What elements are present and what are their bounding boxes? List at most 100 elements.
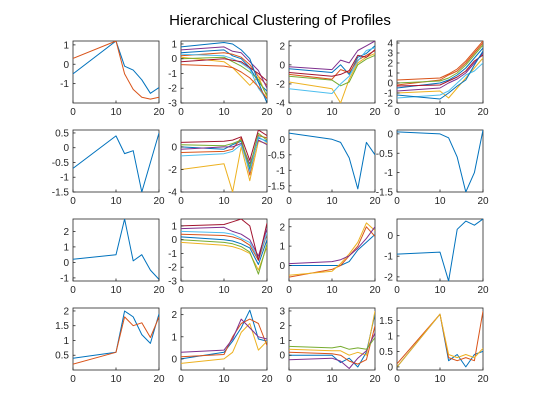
plot-area xyxy=(288,129,376,193)
series-line-1 xyxy=(289,234,375,266)
series-group xyxy=(289,132,375,190)
series-line-4 xyxy=(181,139,267,165)
y-tick-label: -3 xyxy=(168,277,177,288)
y-tick-label: 1 xyxy=(171,221,177,232)
y-tick-label: 1 xyxy=(171,39,177,50)
x-tick-label: 0 xyxy=(70,107,76,118)
y-tick-label: 0 xyxy=(171,142,177,153)
series-line-1 xyxy=(181,236,267,265)
plot-area xyxy=(72,218,160,282)
series-group xyxy=(397,41,483,100)
x-tick-label: 20 xyxy=(477,107,489,118)
y-tick-label: -1 xyxy=(384,89,393,100)
x-tick-label: 10 xyxy=(110,196,122,207)
series-line-2 xyxy=(181,318,267,358)
series-line-5 xyxy=(289,337,375,350)
x-tick-label: 20 xyxy=(477,374,489,385)
y-tick-label: 3 xyxy=(387,49,393,60)
y-tick-label: 3 xyxy=(279,306,285,317)
x-tick-label: 10 xyxy=(218,107,230,118)
x-tick-label: 0 xyxy=(178,107,184,118)
series-group xyxy=(181,309,267,364)
series-group xyxy=(289,41,375,103)
subplot-13: 0 10 20 2 1.5 1 0.5 xyxy=(55,306,165,385)
series-line-2 xyxy=(289,325,375,365)
y-tick-label: 4 xyxy=(387,39,393,50)
y-tick-label: 1 xyxy=(279,336,285,347)
x-tick-label: 0 xyxy=(178,196,184,207)
x-tick-label: 10 xyxy=(218,374,230,385)
series-line-1 xyxy=(289,45,375,75)
y-tick-label: -1 xyxy=(60,173,69,184)
x-tick-label: 20 xyxy=(153,285,165,296)
series-group xyxy=(397,219,483,281)
y-tick-label: -1 xyxy=(168,249,177,260)
y-tick-label: -1.5 xyxy=(376,188,394,199)
y-tick-label: 0 xyxy=(171,354,177,365)
y-tick-label: 0 xyxy=(279,60,285,71)
y-tick-label: 0 xyxy=(279,261,285,272)
subplot-5: 0 10 20 0.5 0 -0.5 -1 -1.5 xyxy=(52,128,165,207)
series-line-7 xyxy=(289,49,375,77)
x-tick-label: 0 xyxy=(178,285,184,296)
series-group xyxy=(73,41,159,100)
series-group xyxy=(73,132,159,192)
y-tick-label: -1 xyxy=(276,166,285,177)
y-tick-label: -1 xyxy=(60,79,69,90)
y-tick-label: 1 xyxy=(63,242,69,253)
series-group xyxy=(181,130,267,192)
x-tick-label: 0 xyxy=(394,196,400,207)
x-tick-label: 20 xyxy=(369,107,381,118)
series-line-3 xyxy=(289,310,375,356)
x-tick-label: 20 xyxy=(153,374,165,385)
x-tick-label: 10 xyxy=(434,107,446,118)
subplot-8: 0 10 20 0 -0.5 -1 -1.5 xyxy=(376,129,489,207)
x-tick-label: 10 xyxy=(218,285,230,296)
x-tick-label: 10 xyxy=(434,285,446,296)
series-line-1 xyxy=(397,219,483,281)
series-line-1 xyxy=(397,130,483,192)
y-tick-label: -0.5 xyxy=(268,150,286,161)
y-tick-label: -0.5 xyxy=(52,158,70,169)
y-tick-label: 2 xyxy=(279,41,285,52)
x-tick-label: 0 xyxy=(286,285,292,296)
y-tick-label: 1.5 xyxy=(379,316,393,327)
y-tick-label: 2 xyxy=(279,222,285,233)
y-tick-label: 2 xyxy=(63,306,69,317)
y-tick-label: 1.5 xyxy=(55,321,69,332)
x-tick-label: 20 xyxy=(261,107,273,118)
series-line-7 xyxy=(397,54,483,87)
x-tick-label: 0 xyxy=(70,285,76,296)
y-tick-label: -2 xyxy=(276,79,285,90)
y-tick-label: 0 xyxy=(387,362,393,373)
series-line-5 xyxy=(289,54,375,87)
series-group xyxy=(289,310,375,369)
y-tick-label: -2 xyxy=(384,272,393,283)
y-tick-label: 0.5 xyxy=(379,347,393,358)
plot-area xyxy=(288,307,376,371)
x-tick-label: 10 xyxy=(434,374,446,385)
x-tick-label: 0 xyxy=(394,285,400,296)
series-line-1 xyxy=(73,219,159,280)
series-line-4 xyxy=(289,226,375,265)
subplot-16: 0 10 20 1.5 1 0.5 0 xyxy=(379,307,489,385)
y-tick-label: 0 xyxy=(279,351,285,362)
series-group xyxy=(181,219,267,275)
x-tick-label: 10 xyxy=(110,285,122,296)
y-tick-label: 1 xyxy=(387,331,393,342)
series-group xyxy=(181,42,267,103)
series-line-4 xyxy=(181,226,267,257)
x-tick-label: 10 xyxy=(326,374,338,385)
y-tick-label: 1 xyxy=(63,336,69,347)
y-tick-label: 1 xyxy=(171,332,177,343)
y-tick-label: 0 xyxy=(63,60,69,71)
x-tick-label: 20 xyxy=(261,196,273,207)
y-tick-label: -1 xyxy=(384,252,393,263)
y-tick-label: 2 xyxy=(171,310,177,321)
